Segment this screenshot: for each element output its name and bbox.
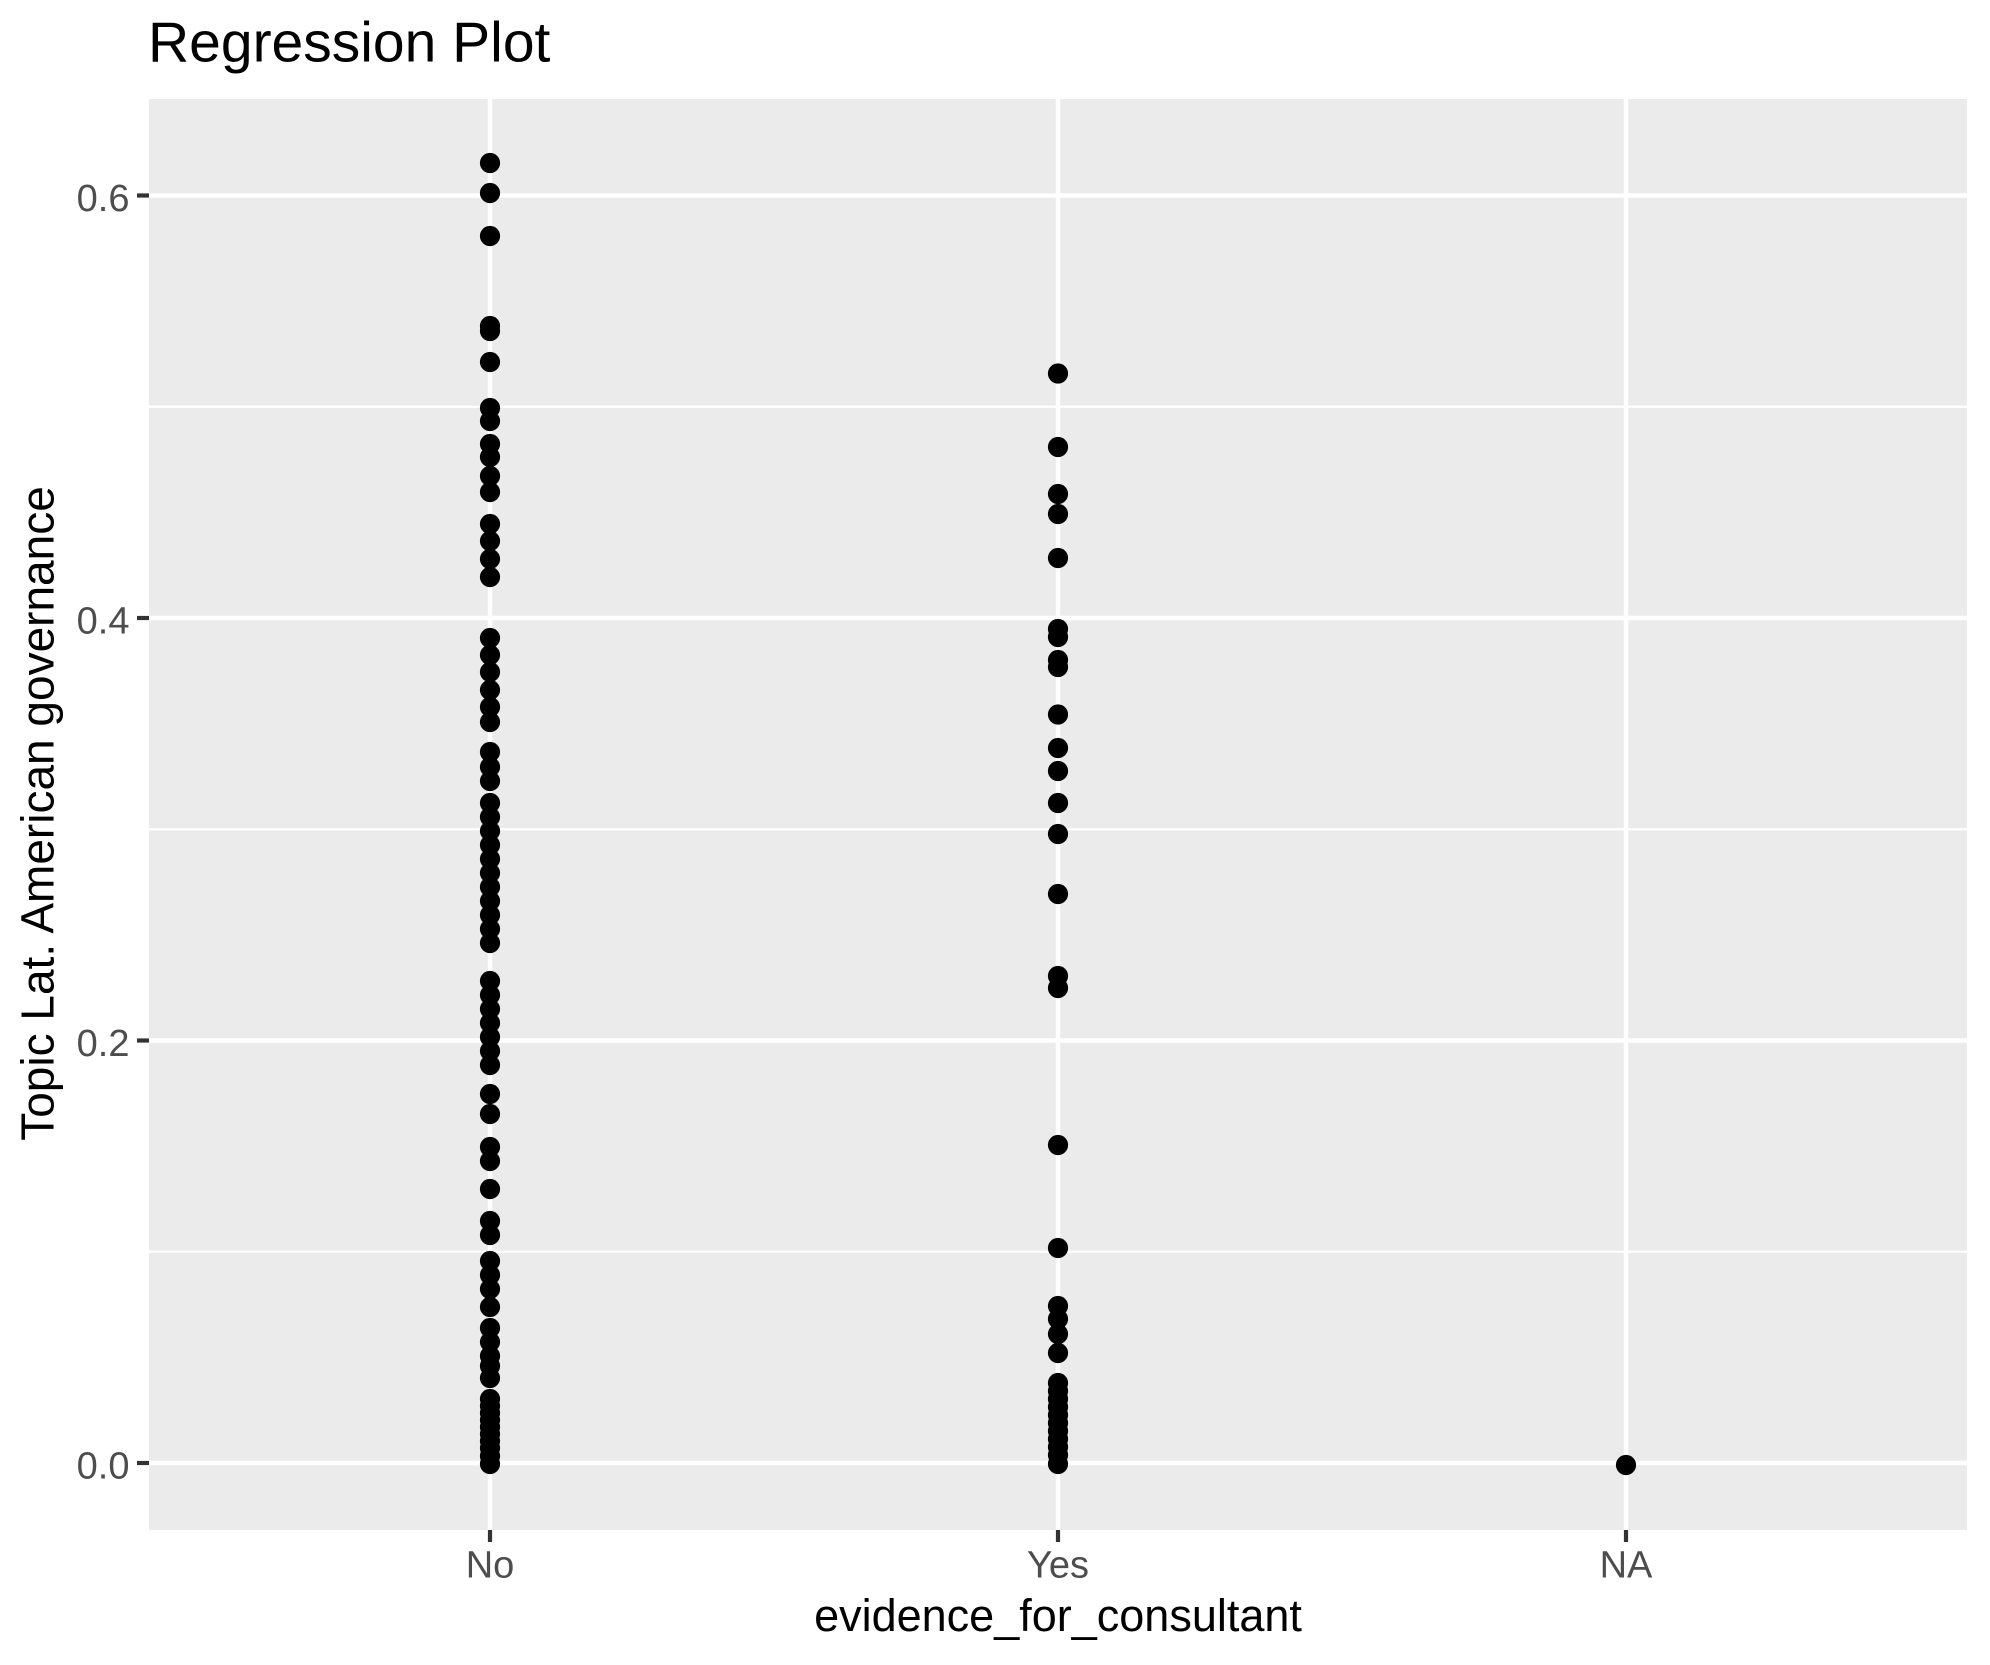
svg-text:0.0: 0.0	[77, 1446, 130, 1488]
svg-text:0.2: 0.2	[77, 1023, 130, 1065]
svg-text:0.6: 0.6	[77, 178, 130, 220]
svg-text:evidence_for_consultant: evidence_for_consultant	[814, 1590, 1302, 1641]
svg-text:Topic Lat. American governance: Topic Lat. American governance	[12, 486, 64, 1141]
svg-text:0.4: 0.4	[77, 601, 130, 643]
svg-text:Regression Plot: Regression Plot	[148, 11, 551, 75]
svg-text:Yes: Yes	[1027, 1545, 1089, 1587]
svg-text:No: No	[466, 1545, 515, 1587]
svg-text:NA: NA	[1600, 1545, 1653, 1587]
